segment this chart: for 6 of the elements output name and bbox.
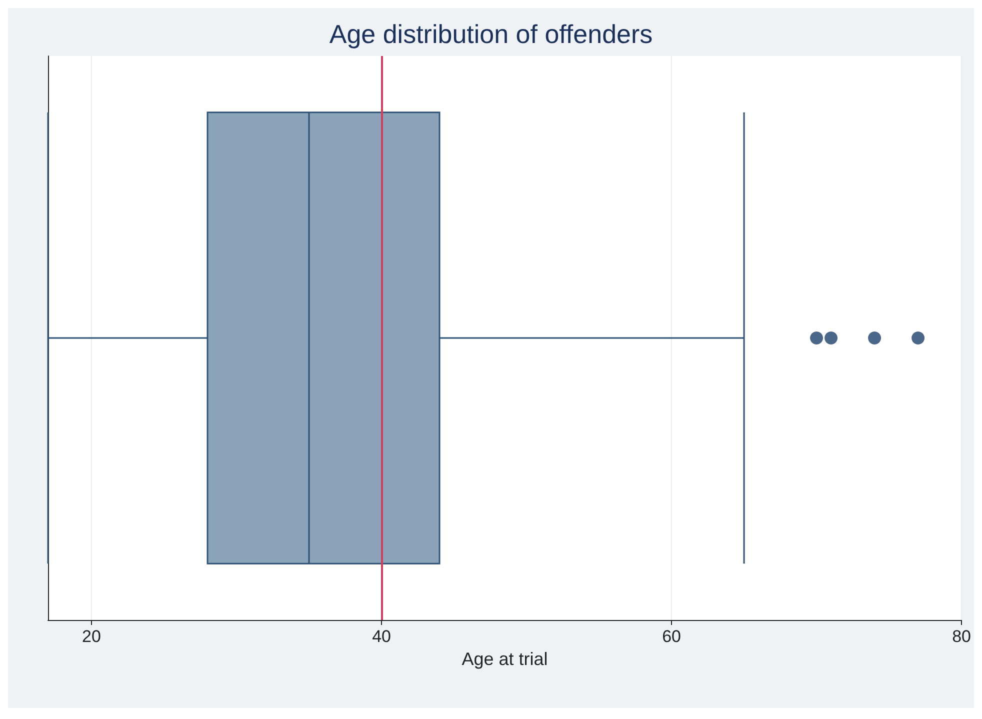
x-tick-label: 40 <box>372 627 391 646</box>
x-axis-title: Age at trial <box>462 649 548 669</box>
chart-title: Age distribution of offenders <box>329 19 653 49</box>
x-tick-label: 60 <box>662 627 681 646</box>
x-tick-label: 20 <box>82 627 101 646</box>
x-tick-label: 80 <box>952 627 972 646</box>
